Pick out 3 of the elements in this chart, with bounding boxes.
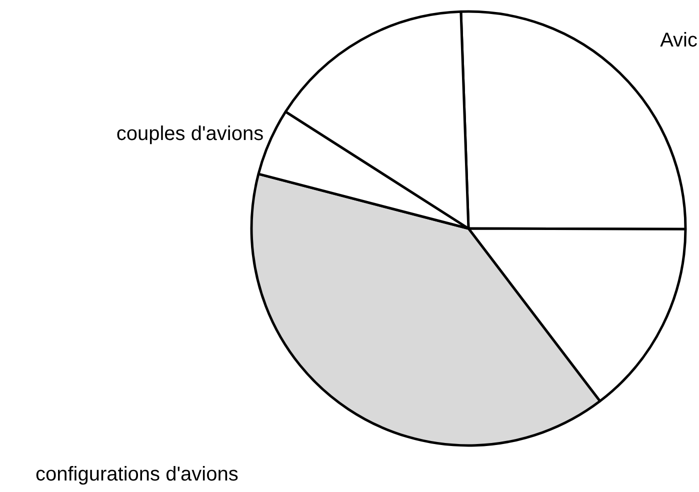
slice-label: Avic bbox=[660, 30, 698, 52]
slice-label: couples d'avions bbox=[116, 122, 264, 145]
slice-label: configurations d'avions bbox=[36, 464, 238, 486]
